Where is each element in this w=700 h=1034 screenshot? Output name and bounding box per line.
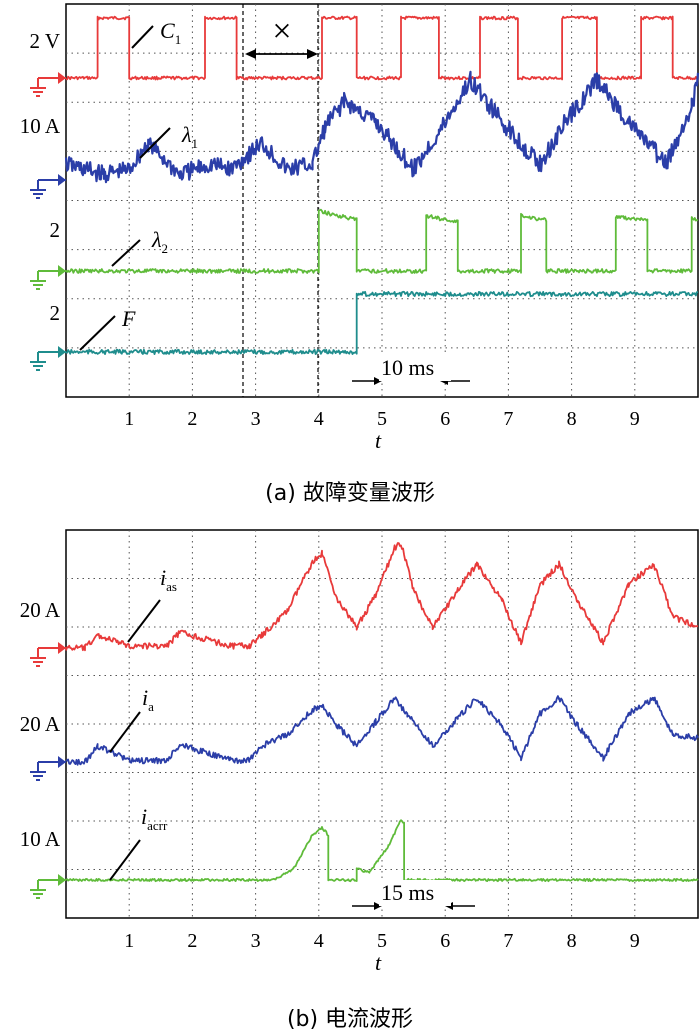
fault-interval-arrow-head — [307, 49, 318, 59]
series-trace — [65, 542, 699, 652]
x-tick-label: 5 — [377, 930, 387, 952]
x-tick-label: 9 — [630, 408, 640, 430]
label-leader-line — [127, 599, 161, 643]
channel-scale-label: 2 — [50, 218, 61, 242]
channel-scale-label: 20 A — [20, 712, 61, 736]
channel-arrow — [58, 72, 66, 84]
series-label: λ2 — [151, 227, 168, 256]
channel-arrow — [58, 642, 66, 654]
x-axis-label: t — [375, 428, 382, 453]
channel-arrow — [58, 346, 66, 358]
series-label-main: F — [121, 306, 136, 331]
series-label-sub: 2 — [162, 241, 169, 256]
x-tick-label: 4 — [314, 930, 324, 952]
channel-arrow — [58, 265, 66, 277]
series-label: C1 — [160, 18, 181, 47]
series-label: ias — [160, 565, 177, 594]
series-label: F — [121, 306, 136, 331]
channel-scale-label: 10 A — [20, 827, 61, 851]
series-trace — [65, 208, 699, 274]
channel-arrow — [58, 756, 66, 768]
series-label: λ1 — [181, 122, 198, 151]
x-tick-label: 3 — [251, 930, 261, 952]
time-annotation: 15 ms — [381, 880, 434, 905]
fault-interval-arrow-head — [245, 49, 256, 59]
series-label-sub: 1 — [175, 32, 182, 47]
x-tick-label: 8 — [567, 408, 577, 430]
time-annotation: 10 ms — [381, 355, 434, 380]
channel-scale-label: 2 — [50, 301, 61, 325]
time-annotation-bg — [379, 880, 451, 906]
series-label-sub: as — [166, 579, 177, 594]
label-leader-line — [139, 127, 171, 159]
series-label-sub: a — [148, 699, 154, 714]
x-tick-label: 5 — [377, 408, 387, 430]
series-label-main: λ — [151, 227, 162, 252]
x-tick-label: 7 — [503, 930, 513, 952]
time-arrow-head — [374, 377, 382, 385]
x-tick-label: 3 — [251, 408, 261, 430]
fault-marker: × — [272, 13, 291, 50]
label-leader-line — [109, 839, 141, 881]
panel-caption: (a) 故障变量波形 — [265, 481, 435, 506]
label-leader-line — [111, 239, 141, 267]
series-label-main: i — [142, 685, 148, 710]
channel-arrow — [58, 174, 66, 186]
series-trace — [65, 15, 699, 81]
label-leader-line — [109, 711, 141, 753]
series-label-main: i — [141, 804, 147, 829]
label-leader-line — [79, 315, 116, 351]
x-tick-label: 6 — [440, 408, 450, 430]
x-tick-label: 7 — [503, 408, 513, 430]
label-leader-line — [131, 25, 154, 49]
time-arrow-head — [374, 902, 382, 910]
time-annotation-bg — [379, 355, 451, 381]
series-trace — [65, 819, 699, 883]
x-tick-label: 9 — [630, 930, 640, 952]
series-label-main: C — [160, 18, 175, 43]
x-tick-label: 2 — [187, 930, 197, 952]
x-tick-label: 4 — [314, 408, 324, 430]
series-label-sub: 1 — [192, 136, 199, 151]
series-label-sub: acrr — [147, 818, 168, 833]
channel-scale-label: 20 A — [20, 598, 61, 622]
series-label: ia — [142, 685, 154, 714]
channel-scale-label: 10 A — [20, 114, 61, 138]
panel-caption: (b) 电流波形 — [287, 1007, 413, 1032]
x-tick-label: 8 — [567, 930, 577, 952]
x-axis-label: t — [375, 950, 382, 975]
channel-arrow — [58, 874, 66, 886]
series-trace — [64, 70, 700, 184]
x-tick-label: 1 — [124, 930, 134, 952]
series-trace — [65, 290, 698, 355]
series-label-main: i — [160, 565, 166, 590]
channel-scale-label: 2 V — [29, 29, 60, 53]
x-tick-label: 6 — [440, 930, 450, 952]
series-label-main: λ — [181, 122, 192, 147]
x-tick-label: 1 — [124, 408, 134, 430]
series-label: iacrr — [141, 804, 168, 833]
x-tick-label: 2 — [187, 408, 197, 430]
series-trace — [65, 695, 699, 766]
